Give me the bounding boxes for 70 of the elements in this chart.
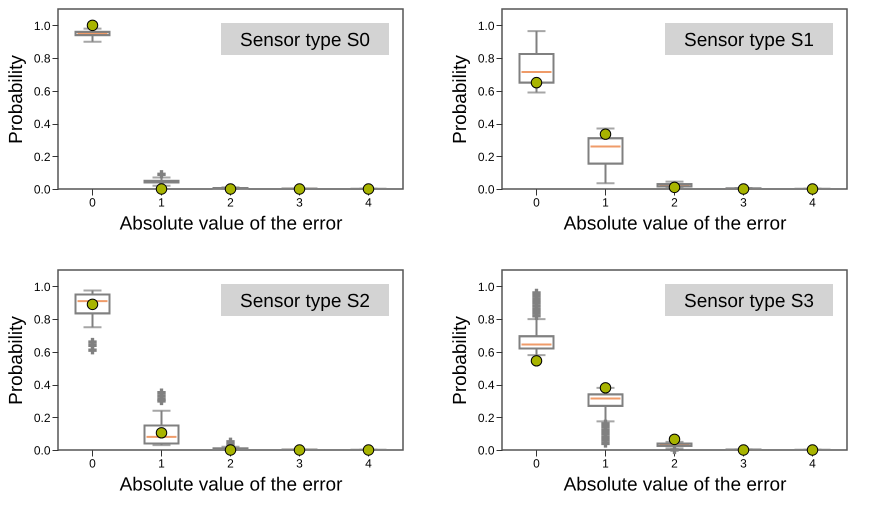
point bbox=[530, 76, 542, 88]
x-tick-label: 4 bbox=[809, 456, 816, 470]
x-tick-label: 0 bbox=[533, 456, 540, 470]
point bbox=[600, 382, 612, 394]
x-tick-label: 0 bbox=[533, 196, 540, 210]
x-tick-label: 3 bbox=[296, 456, 304, 470]
y-tick-label: 0.2 bbox=[478, 150, 495, 164]
y-axis-title: Probability bbox=[6, 316, 27, 405]
x-axis-title: Absolute value of the error bbox=[564, 214, 788, 234]
y-tick-label: 0.6 bbox=[34, 84, 51, 98]
annotation: Sensor type S0 bbox=[240, 30, 370, 51]
x-tick-label: 2 bbox=[671, 456, 678, 470]
point bbox=[806, 183, 818, 195]
y-tick-label: 0.8 bbox=[478, 52, 495, 66]
y-tick-label: 0.4 bbox=[34, 117, 51, 132]
x-tick-label: 3 bbox=[296, 196, 304, 210]
x-tick-label: 1 bbox=[602, 456, 610, 470]
x-tick-label: 2 bbox=[227, 456, 234, 470]
point bbox=[738, 183, 750, 195]
y-tick-label: 0.6 bbox=[478, 345, 495, 360]
annotation: Sensor type S3 bbox=[684, 291, 814, 312]
x-tick-label: 2 bbox=[227, 196, 234, 210]
annotation: Sensor type S1 bbox=[684, 30, 814, 51]
x-axis-title: Absolute value of the error bbox=[120, 214, 344, 234]
y-tick-label: 0.4 bbox=[478, 378, 495, 392]
y-tick-label: 0.2 bbox=[478, 410, 495, 425]
point bbox=[530, 355, 542, 367]
y-tick-label: 0.2 bbox=[34, 150, 51, 164]
y-axis-title: Probability bbox=[450, 316, 471, 405]
point bbox=[224, 444, 236, 456]
y-tick-label: 0.6 bbox=[34, 345, 51, 360]
x-axis-title: Absolute value of the error bbox=[120, 474, 344, 496]
point bbox=[738, 444, 750, 456]
y-tick-label: 0.8 bbox=[34, 312, 51, 327]
y-tick-label: 0.8 bbox=[478, 312, 495, 327]
y-tick-label: 1.0 bbox=[34, 280, 51, 294]
x-tick-label: 4 bbox=[809, 196, 816, 210]
y-tick-label: 0.0 bbox=[478, 444, 495, 458]
point bbox=[668, 434, 680, 446]
y-axis-title: Probability bbox=[450, 54, 471, 144]
y-tick-label: 1.0 bbox=[478, 280, 495, 294]
x-tick-label: 1 bbox=[158, 196, 166, 210]
x-tick-label: 1 bbox=[158, 456, 166, 470]
y-tick-label: 1.0 bbox=[34, 18, 51, 33]
y-tick-label: 1.0 bbox=[478, 18, 495, 33]
y-tick-label: 0.0 bbox=[34, 182, 51, 196]
annotation: Sensor type S2 bbox=[240, 291, 370, 312]
x-tick-label: 4 bbox=[365, 456, 372, 470]
point bbox=[806, 444, 818, 456]
point bbox=[668, 182, 680, 194]
y-axis-title: Probability bbox=[6, 54, 27, 144]
y-tick-label: 0.0 bbox=[34, 444, 51, 458]
y-tick-label: 0.4 bbox=[478, 117, 495, 132]
x-tick-label: 2 bbox=[671, 196, 678, 210]
y-tick-label: 0.6 bbox=[478, 84, 495, 98]
y-tick-label: 0.4 bbox=[34, 378, 51, 392]
x-tick-label: 0 bbox=[89, 456, 96, 470]
x-tick-label: 3 bbox=[740, 456, 748, 470]
x-tick-label: 1 bbox=[602, 196, 610, 210]
y-tick-label: 0.0 bbox=[478, 182, 495, 196]
y-tick-label: 0.8 bbox=[34, 52, 51, 66]
point bbox=[362, 444, 374, 456]
x-axis-title: Absolute value of the error bbox=[564, 474, 788, 496]
x-tick-label: 3 bbox=[740, 196, 748, 210]
point bbox=[600, 128, 612, 140]
x-tick-label: 4 bbox=[365, 196, 372, 210]
x-tick-label: 0 bbox=[89, 196, 96, 210]
point bbox=[294, 444, 306, 456]
point bbox=[86, 298, 98, 310]
y-tick-label: 0.2 bbox=[34, 410, 51, 425]
